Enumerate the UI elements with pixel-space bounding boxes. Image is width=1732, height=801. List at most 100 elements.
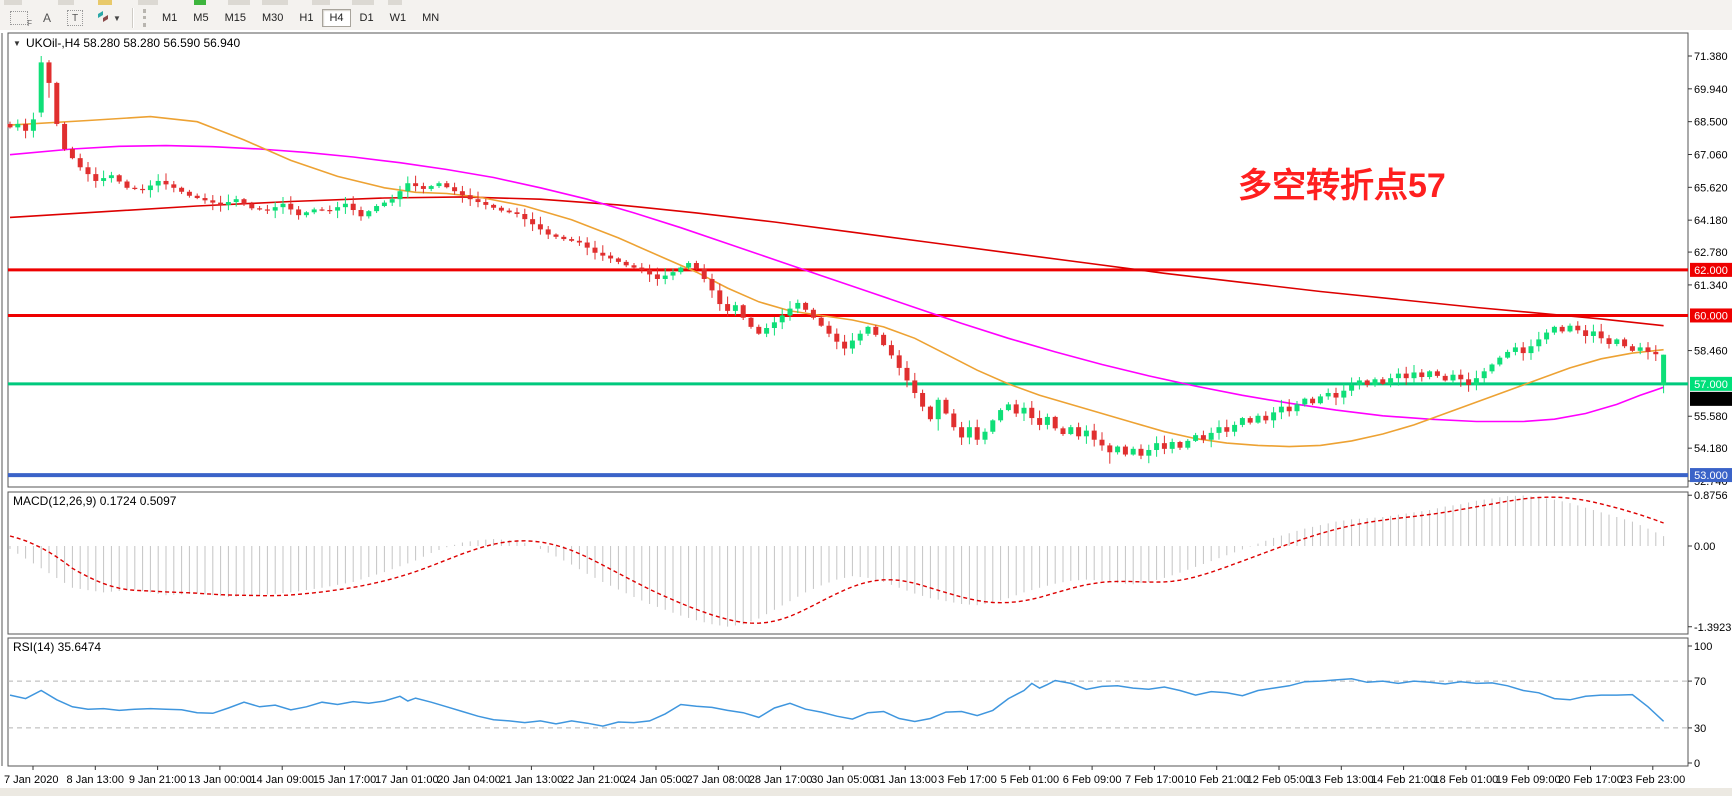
timeframe-m30-button[interactable]: M30 bbox=[255, 9, 290, 27]
candle bbox=[1169, 442, 1175, 449]
candle bbox=[1208, 432, 1214, 440]
candle bbox=[912, 380, 918, 393]
rsi-panel[interactable] bbox=[7, 637, 1689, 767]
text-box-icon[interactable]: T bbox=[62, 7, 88, 29]
date-axis-label: 17 Jan 01:00 bbox=[375, 774, 439, 786]
candle bbox=[537, 224, 543, 230]
candle bbox=[62, 123, 68, 150]
candle bbox=[1013, 404, 1019, 414]
candle bbox=[311, 209, 317, 213]
candle bbox=[1130, 448, 1136, 455]
date-axis-label: 12 Feb 05:00 bbox=[1247, 774, 1312, 786]
candle bbox=[1575, 325, 1581, 331]
candle bbox=[1083, 430, 1089, 437]
arrows-tool-icon[interactable]: ▼ bbox=[90, 7, 126, 29]
timeframe-d1-button[interactable]: D1 bbox=[353, 9, 381, 27]
macd-panel[interactable] bbox=[7, 491, 1689, 635]
candle bbox=[569, 239, 575, 241]
candle bbox=[46, 62, 52, 83]
candle bbox=[1403, 373, 1409, 379]
price-tick-label: 65.620 bbox=[1694, 182, 1728, 194]
candle bbox=[920, 392, 926, 407]
candle bbox=[467, 195, 473, 200]
candle bbox=[1146, 449, 1152, 456]
candle bbox=[966, 427, 972, 438]
date-axis-label: 6 Feb 09:00 bbox=[1063, 774, 1122, 786]
candle bbox=[194, 195, 200, 199]
candle bbox=[452, 187, 458, 192]
candle bbox=[1388, 378, 1394, 384]
date-axis-label: 5 Feb 01:00 bbox=[1000, 774, 1059, 786]
candle bbox=[420, 186, 426, 189]
timeframe-mn-button[interactable]: MN bbox=[415, 9, 446, 27]
candle bbox=[1356, 380, 1362, 386]
fibonacci-grid-icon[interactable] bbox=[6, 7, 32, 29]
candle bbox=[1590, 331, 1596, 336]
candle bbox=[1528, 346, 1534, 354]
candle bbox=[1154, 443, 1160, 450]
clipped-icon bbox=[4, 0, 22, 5]
candle bbox=[1193, 435, 1199, 441]
price-badge-62.000 bbox=[1690, 262, 1732, 277]
toolbar-drag-handle[interactable] bbox=[143, 9, 149, 27]
timeframe-m1-button[interactable]: M1 bbox=[155, 9, 184, 27]
candle bbox=[943, 399, 949, 414]
candle bbox=[1224, 427, 1230, 432]
candle bbox=[210, 200, 216, 203]
candle bbox=[1232, 424, 1238, 432]
dropdown-caret-icon[interactable]: ▼ bbox=[113, 13, 121, 23]
candle bbox=[1177, 442, 1183, 448]
candle bbox=[1247, 418, 1253, 423]
date-axis-label: 31 Jan 13:00 bbox=[873, 774, 937, 786]
candle bbox=[1567, 325, 1573, 332]
candle bbox=[132, 187, 138, 189]
drawing-tools-row: A T ▼ M1 M5 M15 M30 H1 H4 D1 W1 MN bbox=[0, 6, 446, 30]
candle bbox=[1364, 380, 1370, 386]
candle bbox=[639, 267, 645, 270]
candle bbox=[1052, 416, 1058, 429]
candle bbox=[30, 119, 36, 131]
candle bbox=[1512, 347, 1518, 352]
candle bbox=[1037, 418, 1043, 425]
candle bbox=[873, 326, 879, 335]
date-axis-label: 20 Feb 17:00 bbox=[1558, 774, 1623, 786]
timeframe-h1-button[interactable]: H1 bbox=[292, 9, 320, 27]
candle bbox=[342, 203, 348, 208]
candle bbox=[561, 236, 567, 240]
text-label-icon[interactable]: A bbox=[42, 11, 51, 25]
candle bbox=[771, 322, 777, 329]
candle bbox=[1466, 379, 1472, 386]
timeframe-m15-button[interactable]: M15 bbox=[218, 9, 253, 27]
chart-canvas[interactable]: 71.380 69.940 68.500 67.060 65.620 64.180 62.7… bbox=[0, 30, 1732, 796]
ma-fast-orange-line bbox=[9, 115, 1664, 448]
candle bbox=[693, 263, 699, 269]
candle bbox=[826, 325, 832, 334]
candle bbox=[7, 123, 13, 128]
candle bbox=[405, 183, 411, 192]
timeframe-h4-button[interactable]: H4 bbox=[322, 9, 351, 27]
candle bbox=[522, 214, 528, 220]
date-axis-label: 20 Jan 04:00 bbox=[437, 774, 501, 786]
clipped-icon bbox=[262, 0, 288, 5]
candle bbox=[1380, 379, 1386, 384]
candle bbox=[358, 210, 364, 217]
timeframe-m5-button[interactable]: M5 bbox=[186, 9, 215, 27]
clipped-icon bbox=[58, 0, 74, 5]
candle bbox=[935, 399, 941, 420]
chart-window[interactable]: 71.380 69.940 68.500 67.060 65.620 64.180 62.7… bbox=[0, 30, 1732, 796]
candle bbox=[1099, 439, 1105, 446]
candle bbox=[116, 175, 122, 182]
candle bbox=[631, 265, 637, 268]
candle bbox=[350, 203, 356, 211]
price-badge-60.000 bbox=[1690, 308, 1732, 323]
main-price-panel[interactable] bbox=[7, 32, 1689, 488]
macd-tick-label: -1.3923 bbox=[1694, 622, 1731, 634]
candle bbox=[803, 302, 809, 310]
date-axis-label: 30 Jan 05:00 bbox=[811, 774, 875, 786]
price-tick-label: 62.780 bbox=[1694, 247, 1728, 259]
current-price-badge bbox=[1690, 391, 1732, 406]
timeframe-w1-button[interactable]: W1 bbox=[383, 9, 414, 27]
chart-annotation-text[interactable]: 多空转折点57 bbox=[1238, 167, 1446, 205]
symbol-collapse-icon: ▼ bbox=[13, 39, 21, 48]
candle bbox=[1294, 404, 1300, 412]
